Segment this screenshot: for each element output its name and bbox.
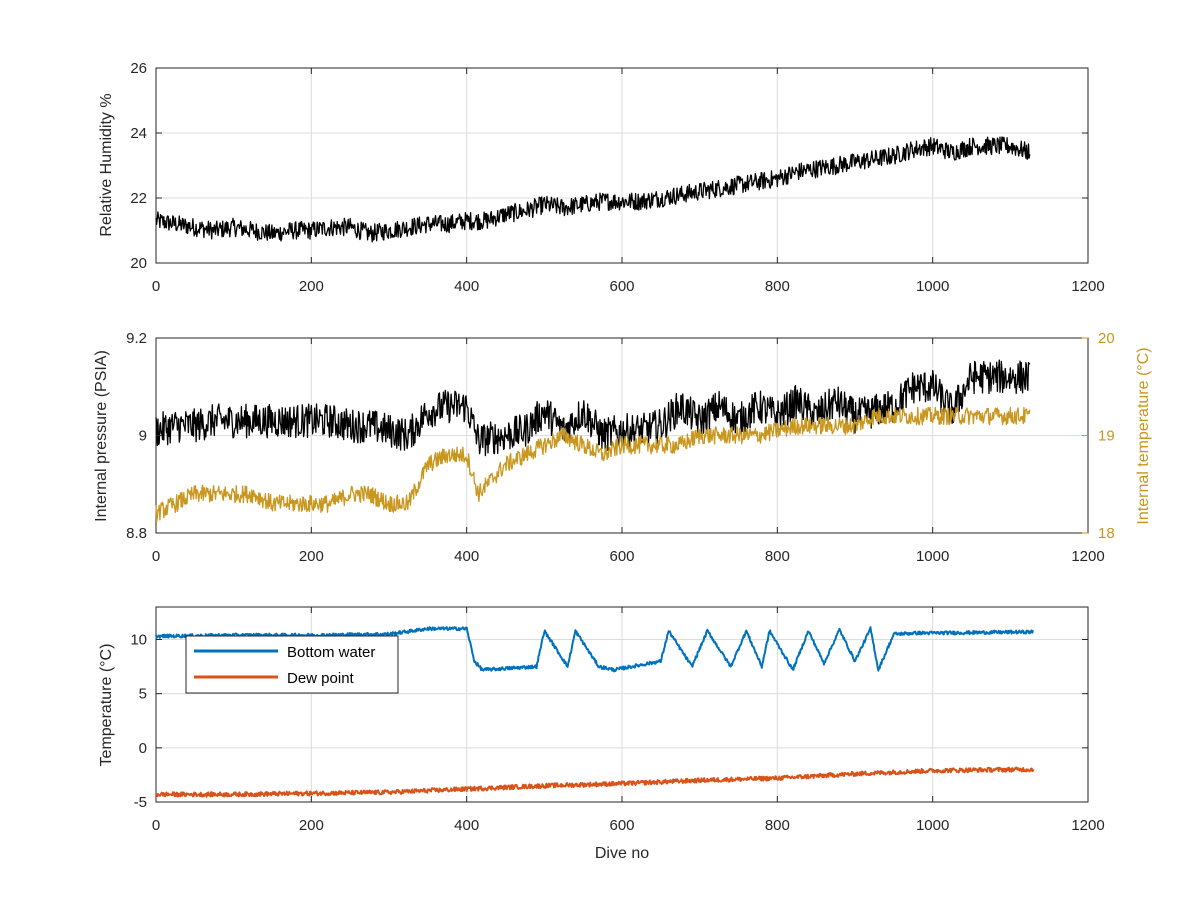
x-tick-label: 200 <box>299 548 324 565</box>
x-tick-label: 600 <box>609 278 634 295</box>
panel-humidity-ylabel: Relative Humidity % <box>98 93 115 236</box>
y-tick-label: 26 <box>130 60 147 77</box>
y-tick-label: 24 <box>130 125 147 142</box>
x-tick-label: 1200 <box>1071 548 1104 565</box>
y-tick-label: 9 <box>139 428 147 445</box>
legend-label-dew-point: Dew point <box>287 670 355 687</box>
x-tick-label: 1000 <box>916 817 949 834</box>
y-tick-label: 5 <box>139 686 147 703</box>
panel-temperature: 0 200 400 600 800 1000 1200 -5 0 5 10 Temperature … <box>98 606 1105 862</box>
y-right-tick-label: 18 <box>1098 525 1115 542</box>
x-tick-label: 600 <box>609 548 634 565</box>
x-tick-label: 400 <box>454 548 479 565</box>
y-tick-label: 22 <box>130 190 147 207</box>
x-tick-label: 200 <box>299 278 324 295</box>
panel-temperature-ticks: 0 200 400 600 800 1000 1200 -5 0 5 10 <box>130 607 1105 834</box>
panel-pressure-ylabel-left: Internal pressure (PSIA) <box>93 350 110 522</box>
x-tick-label: 0 <box>152 817 160 834</box>
panel-pressure-series <box>155 359 1031 523</box>
x-tick-label: 800 <box>765 278 790 295</box>
x-tick-label: 800 <box>765 817 790 834</box>
series-line-1-0 <box>155 359 1031 457</box>
x-tick-label: 1000 <box>916 278 949 295</box>
y-tick-label: -5 <box>134 794 147 811</box>
legend-label-bottom-water: Bottom water <box>287 644 375 661</box>
panel-humidity-ticks: 0 200 400 600 800 1000 1200 20 22 24 26 <box>130 60 1104 295</box>
y-tick-label: 0 <box>139 740 147 757</box>
legend-box <box>185 635 399 694</box>
x-tick-label: 1200 <box>1071 278 1104 295</box>
series-line-2-0 <box>155 626 1034 673</box>
panel-humidity: 0 200 400 600 800 1000 1200 20 22 24 26 Relative H… <box>98 60 1105 295</box>
x-tick-label: 0 <box>152 548 160 565</box>
legend: Bottom water Dew point <box>185 635 399 694</box>
x-tick-label: 400 <box>454 278 479 295</box>
panel-humidity-series <box>155 136 1031 243</box>
y-tick-label: 10 <box>130 632 147 649</box>
panel-pressure-ticks: 0 200 400 600 800 1000 1200 8.8 9 9.2 18 19 20 <box>126 330 1115 565</box>
y-tick-label: 8.8 <box>126 525 147 542</box>
panel-temperature-series <box>155 626 1035 798</box>
x-tick-label: 600 <box>609 817 634 834</box>
y-right-tick-label: 20 <box>1098 330 1115 347</box>
x-tick-label: 1200 <box>1071 817 1104 834</box>
x-tick-label: 800 <box>765 548 790 565</box>
x-tick-label: 200 <box>299 817 324 834</box>
panel-pressure-ylabel-right: Internal temperature (°C) <box>1135 347 1152 524</box>
series-line-0-0 <box>155 136 1031 243</box>
y-right-tick-label: 19 <box>1098 428 1115 445</box>
panel-temperature-xlabel: Dive no <box>595 845 649 862</box>
series-line-1-1 <box>155 406 1031 523</box>
x-tick-label: 0 <box>152 278 160 295</box>
panel-pressure: 0 200 400 600 800 1000 1200 8.8 9 9.2 18 19 20 Inter… <box>93 330 1152 565</box>
x-tick-label: 1000 <box>916 548 949 565</box>
series-line-2-1 <box>155 766 1035 798</box>
x-tick-label: 400 <box>454 817 479 834</box>
y-tick-label: 20 <box>130 255 147 272</box>
y-tick-label: 9.2 <box>126 330 147 347</box>
panel-temperature-ylabel: Temperature (°C) <box>98 644 115 767</box>
